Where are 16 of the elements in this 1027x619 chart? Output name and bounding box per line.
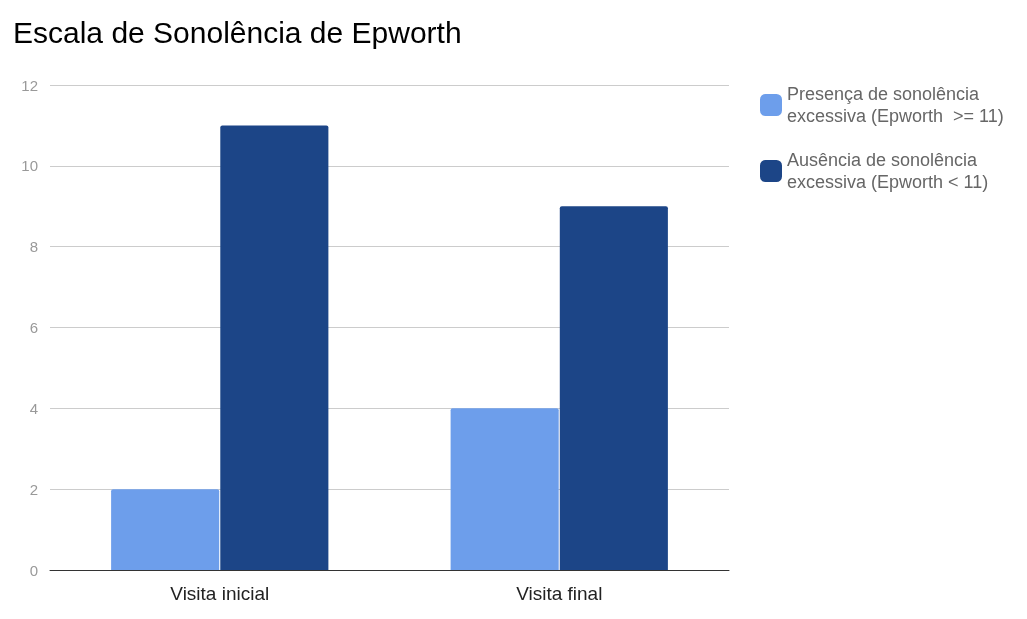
y-tick-label: 4	[29, 399, 38, 417]
y-tick-label: 8	[29, 238, 38, 256]
y-tick-label: 2	[29, 480, 38, 498]
legend-label: Ausência de sonolência excessiva (Epworth < 11)	[787, 150, 989, 192]
bar	[559, 206, 668, 570]
bar	[450, 408, 559, 570]
x-tick-label: Visita inicial	[170, 583, 270, 604]
bar	[220, 125, 329, 570]
y-tick-label: 0	[29, 561, 38, 579]
bar	[111, 489, 220, 570]
y-tick-label: 12	[21, 76, 38, 94]
y-tick-label: 6	[29, 319, 38, 336]
y-tick-label: 10	[21, 157, 38, 175]
legend-label: Presença de sonolência excessiva (Epworth >= 11)	[787, 84, 1004, 126]
chart-title: Escala de Sonolência de Epworth	[13, 15, 462, 49]
x-tick-label: Visita final	[516, 583, 603, 604]
